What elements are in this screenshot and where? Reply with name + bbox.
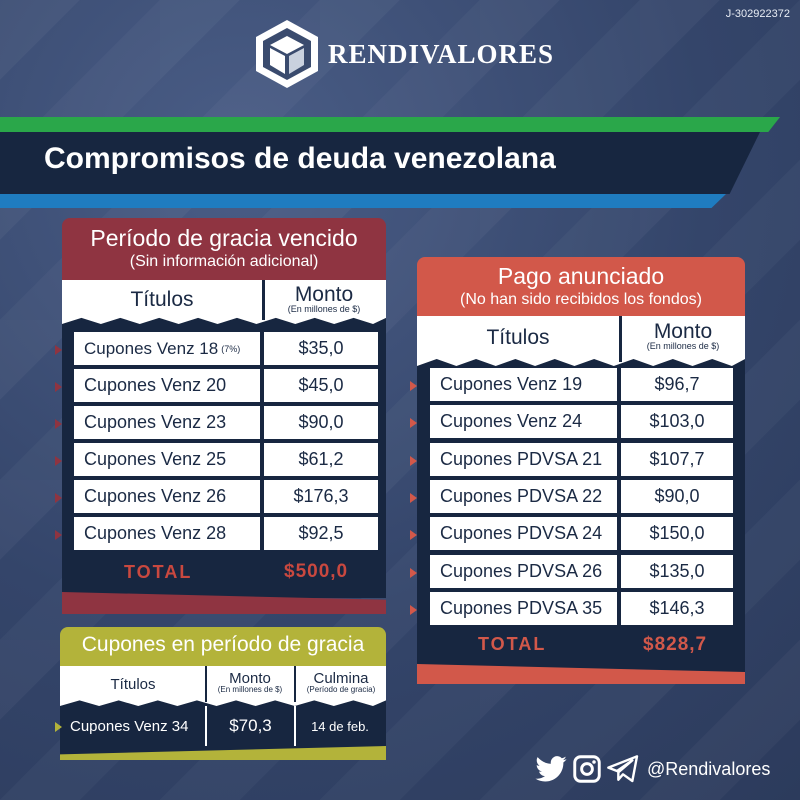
telegram-icon[interactable] <box>607 755 639 783</box>
title-band <box>0 132 760 194</box>
expired-grace-row-name: Cupones Venz 23 <box>74 406 260 439</box>
announced-payment-subtitle: (No han sido recibidos los fondos) <box>460 291 702 308</box>
blue-stripe <box>0 194 726 208</box>
in-grace-row-end: 14 de feb. <box>296 706 384 746</box>
announced-payment-row-name: Cupones PDVSA 22 <box>430 480 617 513</box>
instagram-icon[interactable] <box>573 755 601 783</box>
expired-grace-column-header: Títulos Monto (En millones de $) <box>62 280 386 324</box>
in-grace-col-amount-unit: (En millones de $) <box>217 685 283 694</box>
in-grace-row-divider <box>294 706 296 746</box>
announced-payment-row-name: Cupones PDVSA 21 <box>430 443 617 476</box>
expired-grace-col-amount-unit: (En millones de $) <box>287 304 361 314</box>
expired-grace-col-amount: Monto (En millones de $) <box>262 284 386 314</box>
row-bullet <box>410 530 417 540</box>
in-grace-col-divider <box>294 666 296 702</box>
row-bullet <box>410 493 417 503</box>
expired-grace-row-name: Cupones Venz 20 <box>74 369 260 402</box>
announced-payment-row-amount: $107,7 <box>621 443 733 476</box>
expired-grace-total-value: $500,0 <box>284 561 349 582</box>
expired-grace-col-amount-label: Monto <box>294 283 354 306</box>
announced-payment-col-amount: Monto (En millones de $) <box>621 321 745 351</box>
row-bullet <box>55 530 62 540</box>
expired-grace-row-amount: $35,0 <box>264 332 378 365</box>
expired-grace-col-divider <box>262 280 265 320</box>
row-bullet <box>410 568 417 578</box>
announced-payment-col-amount-label: Monto <box>653 320 713 343</box>
in-grace-title: Cupones en período de gracia <box>81 633 365 656</box>
in-grace-col-end-unit: (Período de gracia) <box>306 685 376 694</box>
announced-payment-row-amount: $135,0 <box>621 555 733 588</box>
announced-payment-row-name: Cupones PDVSA 35 <box>430 592 617 625</box>
twitter-icon[interactable] <box>535 756 567 782</box>
row-bullet <box>55 382 62 392</box>
row-bullet <box>410 381 417 391</box>
announced-payment-row-name: Cupones Venz 19 <box>430 368 617 401</box>
expired-grace-title: Período de gracia vencido <box>90 225 358 251</box>
expired-grace-col-title: Títulos <box>130 288 194 311</box>
announced-payment-row-amount: $96,7 <box>621 368 733 401</box>
expired-grace-row-amount: $176,3 <box>264 480 378 513</box>
announced-payment-title: Pago anunciado <box>497 263 665 289</box>
in-grace-col-amount-label: Monto <box>229 670 271 687</box>
announced-payment-total-value: $828,7 <box>643 634 708 655</box>
cube-logo-icon <box>256 20 318 88</box>
in-grace-col-divider <box>205 666 207 702</box>
announced-payment-row-amount: $146,3 <box>621 592 733 625</box>
expired-grace-row-name: Cupones Venz 25 <box>74 443 260 476</box>
expired-grace-subtitle: (Sin información adicional) <box>129 253 319 270</box>
expired-grace-body <box>62 280 386 598</box>
expired-grace-row-name: Cupones Venz 26 <box>74 480 260 513</box>
brand-logo: RENDIVALORES <box>252 18 554 90</box>
expired-grace-row-name: Cupones Venz 28 <box>74 517 260 550</box>
expired-grace-total-label: TOTAL <box>124 562 193 582</box>
registry-id: J-302922372 <box>725 8 790 20</box>
expired-grace-row-amount: $45,0 <box>264 369 378 402</box>
announced-payment-row-amount: $90,0 <box>621 480 733 513</box>
row-bullet <box>55 722 62 732</box>
brand-name: RENDIVALORES <box>328 38 555 69</box>
announced-payment-total-label: TOTAL <box>478 634 547 654</box>
page-title: Compromisos de deuda venezolana <box>44 142 556 175</box>
in-grace-col-end: Culmina (Período de gracia) <box>296 671 386 694</box>
in-grace-row-name: Cupones Venz 34 <box>62 706 203 746</box>
announced-payment-col-title: Títulos <box>486 326 550 349</box>
in-grace-row-divider <box>205 706 207 746</box>
announced-payment-header: Pago anunciado (No han sido recibidos lo… <box>417 257 745 316</box>
in-grace-col-amount: Monto (En millones de $) <box>206 671 294 694</box>
announced-payment-col-divider <box>619 316 622 362</box>
expired-grace-row-amount: $61,2 <box>264 443 378 476</box>
expired-grace-row-amount: $92,5 <box>264 517 378 550</box>
row-bullet <box>55 345 62 355</box>
expired-grace-row-name: Cupones Venz 18 (7%) <box>74 332 260 365</box>
in-grace-row-amount: $70,3 <box>207 706 294 746</box>
announced-payment-column-header: Títulos Monto (En millones de $) <box>417 316 745 366</box>
row-bullet <box>410 456 417 466</box>
expired-grace-row-amount: $90,0 <box>264 406 378 439</box>
in-grace-column-header: Títulos Monto (En millones de $) Culmina… <box>60 666 386 706</box>
row-bullet <box>410 418 417 428</box>
social-handle[interactable]: @Rendivalores <box>647 758 771 779</box>
in-grace-col-title: Títulos <box>110 676 156 693</box>
in-grace-col-end-label: Culmina <box>313 670 369 687</box>
row-bullet <box>55 419 62 429</box>
announced-payment-col-amount-unit: (En millones de $) <box>646 341 720 351</box>
in-grace-header: Cupones en período de gracia <box>60 627 386 666</box>
row-bullet <box>55 493 62 503</box>
row-note: (7%) <box>221 343 241 354</box>
announced-payment-row-name: Cupones Venz 24 <box>430 405 617 438</box>
announced-payment-row-name: Cupones PDVSA 24 <box>430 517 617 550</box>
expired-grace-header: Período de gracia vencido (Sin informaci… <box>62 218 386 280</box>
green-stripe <box>0 117 780 132</box>
announced-payment-row-name: Cupones PDVSA 26 <box>430 555 617 588</box>
announced-payment-row-amount: $103,0 <box>621 405 733 438</box>
announced-payment-row-amount: $150,0 <box>621 517 733 550</box>
row-bullet <box>55 456 62 466</box>
social-footer: @Rendivalores <box>535 752 770 786</box>
row-bullet <box>410 605 417 615</box>
